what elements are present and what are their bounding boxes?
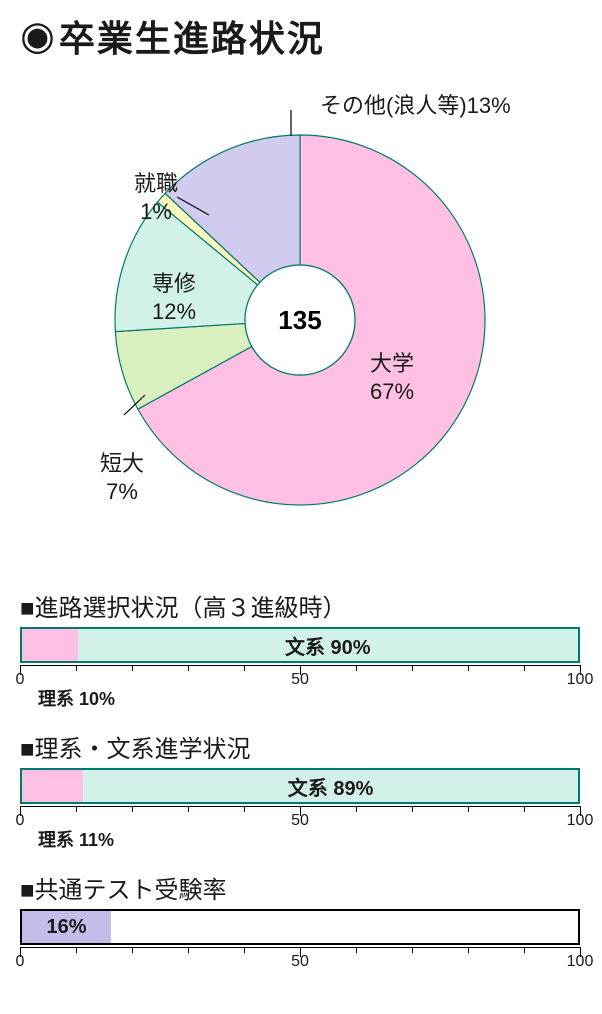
pie-label: 就職1% [134, 170, 178, 225]
bar-axis: 050100 [20, 665, 580, 685]
bar-below-label: 理系 11% [38, 826, 582, 852]
bar-track: 16% [20, 909, 580, 945]
bar-track: 文系 89% [20, 768, 580, 804]
axis-label: 0 [16, 671, 25, 689]
page-title: ◉ 卒業生進路状況 [20, 10, 582, 62]
bar-segment [22, 770, 83, 802]
axis-label: 0 [16, 953, 25, 971]
axis-label: 100 [567, 812, 594, 830]
bar-track: 文系 90% [20, 627, 580, 663]
pie-center-value: 135 [278, 305, 321, 335]
axis-label: 100 [567, 953, 594, 971]
axis-label: 100 [567, 671, 594, 689]
bullet-icon: ◉ [20, 16, 55, 56]
bar-title: ■共通テスト受験率 [20, 870, 582, 905]
bar-title: ■進路選択状況（高３進級時） [20, 588, 582, 623]
bar-axis: 050100 [20, 806, 580, 826]
axis-label: 50 [291, 671, 309, 689]
bar-section: ■共通テスト受験率 16% 050100 [20, 870, 582, 967]
pie-label: その他(浪人等)13% [320, 92, 511, 120]
axis-label: 50 [291, 812, 309, 830]
bar-segment: 文系 89% [83, 770, 578, 802]
bar-segment: 16% [22, 911, 111, 943]
pie-label: 専修12% [152, 270, 196, 325]
pie-label: 大学67% [370, 350, 414, 405]
pie-label: 短大7% [100, 450, 144, 505]
axis-label: 0 [16, 812, 25, 830]
bar-axis: 050100 [20, 947, 580, 967]
axis-label: 50 [291, 953, 309, 971]
bar-title: ■理系・文系進学状況 [20, 729, 582, 764]
pie-chart: 135 大学67% 短大7% 専修12% 就職1% その他(浪人等)13% [20, 70, 580, 570]
bar-section: ■理系・文系進学状況文系 89% 050100理系 11% [20, 729, 582, 852]
title-text: 卒業生進路状況 [59, 10, 325, 62]
bar-section: ■進路選択状況（高３進級時） 文系 90% 050100理系 10% [20, 588, 582, 711]
bar-segment: 文系 90% [78, 629, 578, 661]
bar-below-label: 理系 10% [38, 685, 582, 711]
bar-segment [22, 629, 78, 661]
